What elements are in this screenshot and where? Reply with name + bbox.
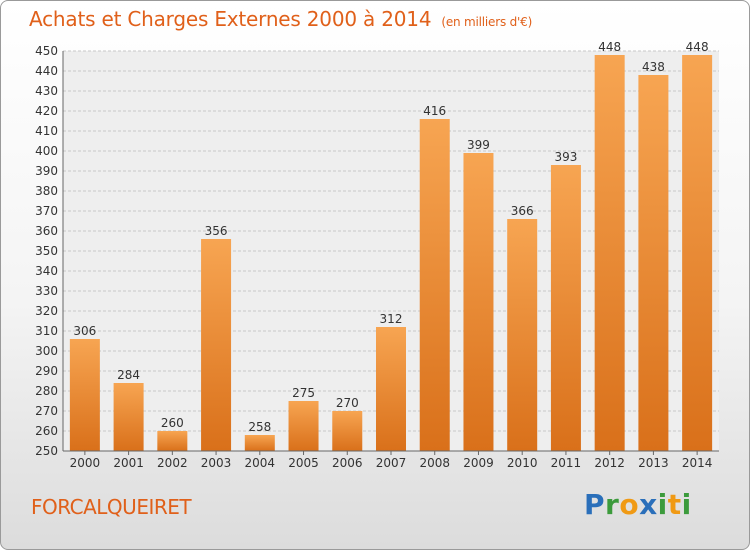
y-tick-label: 330 <box>35 284 58 298</box>
data-label: 270 <box>336 396 359 410</box>
y-tick-label: 270 <box>35 404 58 418</box>
data-label: 275 <box>292 386 315 400</box>
y-tick-label: 350 <box>35 244 58 258</box>
bar <box>638 75 669 451</box>
y-tick-label: 310 <box>35 324 58 338</box>
y-tick-label: 390 <box>35 164 58 178</box>
x-tick-label: 2009 <box>463 456 494 470</box>
bar <box>376 327 406 451</box>
bar <box>332 411 363 451</box>
data-label: 258 <box>248 420 271 434</box>
bar <box>157 431 188 451</box>
x-tick-label: 2011 <box>551 456 582 470</box>
y-tick-label: 400 <box>35 144 58 158</box>
y-tick-label: 360 <box>35 224 58 238</box>
bar <box>419 119 450 451</box>
chart-title-text: Achats et Charges Externes 2000 à 2014 <box>29 7 432 31</box>
data-label: 416 <box>423 104 446 118</box>
logo-letter: r <box>605 488 620 521</box>
place-name: FORCALQUEIRET <box>31 495 192 519</box>
bar <box>463 153 494 451</box>
data-label: 448 <box>598 40 621 54</box>
data-label: 399 <box>467 138 490 152</box>
y-tick-label: 280 <box>35 384 58 398</box>
y-tick-label: 260 <box>35 424 58 438</box>
y-tick-label: 320 <box>35 304 58 318</box>
data-label: 284 <box>117 368 140 382</box>
y-tick-label: 410 <box>35 124 58 138</box>
data-label: 366 <box>511 204 534 218</box>
logo-letter: o <box>619 488 640 521</box>
data-label: 393 <box>554 150 577 164</box>
y-tick-label: 370 <box>35 204 58 218</box>
data-label: 260 <box>161 416 184 430</box>
bar <box>682 55 713 451</box>
chart-title: Achats et Charges Externes 2000 à 2014 (e… <box>29 7 532 31</box>
bar <box>507 219 538 451</box>
x-tick-label: 2013 <box>638 456 669 470</box>
x-tick-label: 2000 <box>70 456 101 470</box>
data-label: 356 <box>205 224 228 238</box>
chart-subtitle: (en milliers d'€) <box>441 15 533 29</box>
logo-letter: P <box>584 488 606 521</box>
x-tick-label: 2008 <box>419 456 450 470</box>
logo-letter: t <box>667 488 682 521</box>
x-tick-label: 2014 <box>682 456 713 470</box>
bar <box>69 339 100 451</box>
data-label: 312 <box>380 312 403 326</box>
bar <box>288 401 319 451</box>
y-tick-label: 340 <box>35 264 58 278</box>
logo-letter: i <box>681 488 692 521</box>
y-tick-label: 300 <box>35 344 58 358</box>
y-tick-label: 430 <box>35 84 58 98</box>
x-tick-label: 2004 <box>245 456 276 470</box>
y-tick-label: 450 <box>35 44 58 58</box>
bar <box>201 239 232 451</box>
bar <box>113 383 144 451</box>
y-tick-label: 290 <box>35 364 58 378</box>
x-tick-label: 2002 <box>157 456 188 470</box>
y-tick-label: 440 <box>35 64 58 78</box>
x-tick-label: 2001 <box>113 456 144 470</box>
y-tick-label: 250 <box>35 444 58 458</box>
x-tick-label: 2005 <box>288 456 319 470</box>
x-tick-label: 2010 <box>507 456 538 470</box>
data-label: 448 <box>686 40 709 54</box>
x-tick-label: 2006 <box>332 456 363 470</box>
bar <box>244 435 275 451</box>
y-tick-label: 420 <box>35 104 58 118</box>
x-tick-label: 2003 <box>201 456 232 470</box>
x-tick-label: 2007 <box>376 456 407 470</box>
bar <box>550 165 581 451</box>
data-label: 306 <box>73 324 96 338</box>
data-label: 438 <box>642 60 665 74</box>
logo-letter: i <box>657 488 668 521</box>
logo-letter: x <box>639 488 658 521</box>
bar <box>594 55 625 451</box>
x-tick-label: 2012 <box>594 456 625 470</box>
y-tick-label: 380 <box>35 184 58 198</box>
proxiti-logo: Proxiti <box>584 488 692 521</box>
